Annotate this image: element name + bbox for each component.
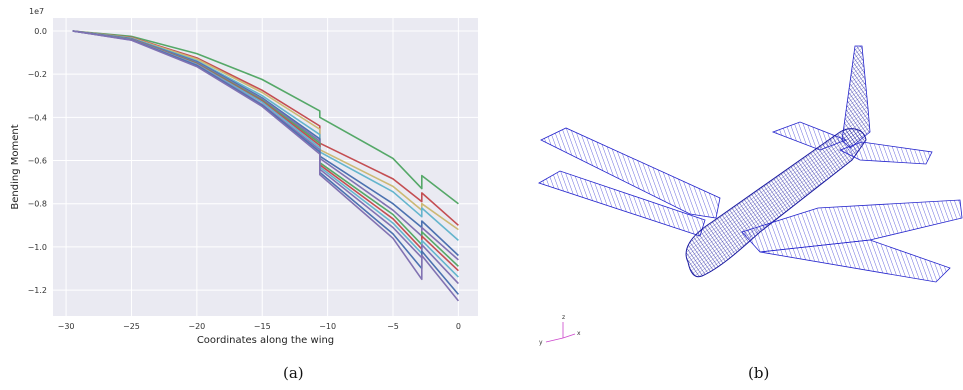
y-tick-label: 0.0 <box>34 27 47 36</box>
plot-area: −30 −25 −20 −15 −10 −5 0 0.0 −0.2 −0.4 −0.6 −0.8 −1.… <box>28 18 478 331</box>
x-tick-label: −25 <box>123 322 140 331</box>
triad-x-label: x <box>577 330 581 337</box>
tail-right-stabilizer <box>838 141 933 165</box>
series-line-1 <box>72 30 459 205</box>
series-line-12 <box>72 30 460 302</box>
x-tick-label: −30 <box>58 322 75 331</box>
axis-triad: z x y <box>539 314 581 346</box>
y-tick-label: −0.6 <box>28 157 47 166</box>
y-axis-label: Bending Moment <box>10 124 21 209</box>
y-tick-label: −0.4 <box>28 113 47 122</box>
y-tick-label: −0.2 <box>28 70 47 79</box>
triad-y-label: y <box>539 339 543 346</box>
x-tick-label: −10 <box>319 322 336 331</box>
caption-a: (a) <box>283 364 304 382</box>
x-tick-label: −5 <box>387 322 399 331</box>
x-axis-label: Coordinates along the wing <box>197 335 334 346</box>
y-scale-label: 1e7 <box>29 7 44 16</box>
plot-background <box>53 18 478 316</box>
y-tick-label: −1.0 <box>28 243 47 252</box>
airplane-mesh-model: z x y <box>538 45 963 346</box>
x-tick-label: −20 <box>188 322 205 331</box>
left-wing-lower-surface <box>538 170 706 237</box>
fuselage <box>685 128 867 278</box>
x-tick-label: −15 <box>254 322 271 331</box>
left-wing <box>540 127 721 219</box>
triad-z-label: z <box>562 314 565 321</box>
caption-b: (b) <box>748 364 770 382</box>
y-tick-label: −0.8 <box>28 200 47 209</box>
x-tick-label: 0 <box>456 322 461 331</box>
right-wing-lower-surface <box>759 239 951 283</box>
y-tick-label: −1.2 <box>28 286 47 295</box>
